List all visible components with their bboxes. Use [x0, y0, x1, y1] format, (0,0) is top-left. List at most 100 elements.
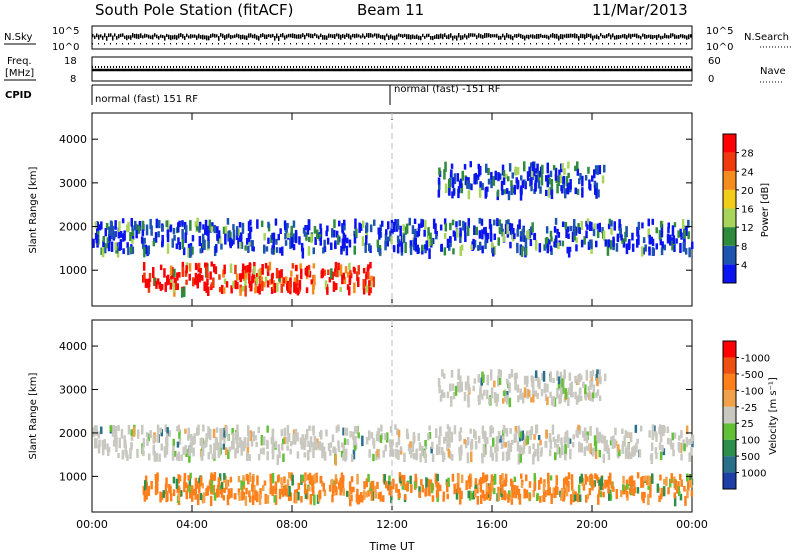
echo-cell	[274, 495, 278, 505]
noise-sample	[274, 35, 276, 41]
echo-cell	[203, 239, 206, 251]
echo-cell	[121, 218, 125, 224]
echo-cell	[466, 375, 470, 385]
echo-cell	[183, 472, 187, 480]
noise-sample	[670, 33, 672, 38]
noise-sample	[632, 33, 634, 38]
echo-cell	[573, 219, 576, 230]
nave-sample	[545, 66, 546, 68]
echo-cell	[489, 482, 492, 493]
echo-cell	[381, 220, 384, 227]
echo-cell	[235, 234, 239, 241]
echo-cell	[539, 186, 542, 194]
echo-cell	[413, 453, 416, 460]
echo-cell	[352, 486, 355, 493]
echo-cell	[202, 492, 206, 503]
echo-cell	[292, 233, 295, 243]
echo-cell	[187, 427, 190, 439]
echo-cell	[660, 224, 664, 233]
colorbar-segment	[723, 373, 736, 391]
echo-cell	[322, 247, 325, 254]
echo-cell	[191, 246, 194, 255]
echo-cell	[181, 261, 185, 270]
echo-cell	[176, 441, 180, 448]
echo-cell	[268, 261, 272, 271]
echo-cell	[473, 429, 476, 439]
noise-sample	[220, 33, 222, 37]
noise-sample	[160, 34, 162, 38]
noise-sample	[630, 34, 632, 39]
echo-cell	[144, 278, 148, 288]
nave-sample	[644, 66, 645, 68]
echo-cell	[154, 232, 158, 243]
echo-cell	[625, 247, 629, 255]
echo-cell	[164, 483, 168, 495]
echo-cell	[313, 494, 316, 506]
echo-cell	[546, 162, 549, 174]
echo-cell	[430, 238, 434, 246]
echo-cell	[491, 427, 494, 434]
nave-sample	[491, 66, 492, 68]
echo-cell	[482, 431, 485, 439]
nave-sample	[386, 66, 387, 68]
echo-cell	[514, 166, 517, 176]
echo-cell	[397, 488, 401, 499]
echo-cell	[552, 487, 555, 498]
echo-cell	[272, 232, 276, 242]
echo-cell	[307, 264, 311, 272]
echo-cell	[523, 387, 527, 398]
echo-cell	[299, 437, 303, 445]
echo-cell	[218, 235, 222, 244]
echo-cell	[617, 444, 620, 452]
noise-sample	[350, 35, 352, 40]
echo-cell	[537, 180, 541, 189]
echo-cell	[475, 178, 478, 185]
noise-sample	[538, 33, 540, 39]
echo-cell	[206, 225, 209, 236]
echo-cell	[576, 188, 580, 195]
echo-cell	[659, 451, 663, 461]
echo-cell	[610, 227, 613, 235]
echo-cell	[269, 473, 272, 483]
echo-cell	[671, 240, 674, 251]
search-noise-sample	[92, 43, 93, 45]
echo-cell	[292, 220, 296, 228]
echo-cell	[564, 476, 567, 485]
noise-panel: N.Sky 10^5 10^0 10^5 10^0 N.Search	[4, 25, 792, 53]
echo-cell	[271, 428, 274, 437]
echo-cell	[292, 433, 295, 445]
echo-cell	[685, 437, 688, 448]
echo-cell	[623, 435, 626, 447]
echo-cell	[514, 431, 518, 442]
echo-cell	[108, 226, 111, 236]
echo-cell	[117, 452, 120, 459]
echo-cell	[253, 276, 256, 282]
echo-cell	[334, 485, 338, 493]
echo-cell	[584, 391, 587, 399]
echo-cell	[365, 225, 368, 234]
echo-cell	[114, 220, 117, 230]
echo-cell	[554, 485, 558, 492]
noise-sample	[348, 33, 350, 39]
echo-cell	[449, 383, 452, 392]
search-noise-sample	[362, 43, 363, 45]
echo-cell	[690, 446, 693, 456]
echo-cell	[535, 174, 538, 183]
nave-sample	[293, 66, 294, 68]
noise-sample	[432, 35, 434, 41]
echo-cell	[340, 442, 344, 448]
noise-sample	[182, 34, 184, 39]
echo-cell	[277, 444, 281, 452]
echo-cell	[337, 262, 340, 271]
echo-cell	[307, 474, 310, 481]
noise-sample	[132, 33, 134, 38]
echo-cell	[232, 438, 235, 449]
echo-cell	[416, 231, 419, 238]
echo-cell	[266, 280, 270, 288]
echo-cell	[332, 447, 335, 453]
echo-cell	[534, 239, 538, 251]
echo-cell	[248, 472, 252, 483]
echo-cell	[255, 441, 258, 448]
noise-sample	[518, 33, 520, 37]
noise-sample	[144, 33, 146, 38]
